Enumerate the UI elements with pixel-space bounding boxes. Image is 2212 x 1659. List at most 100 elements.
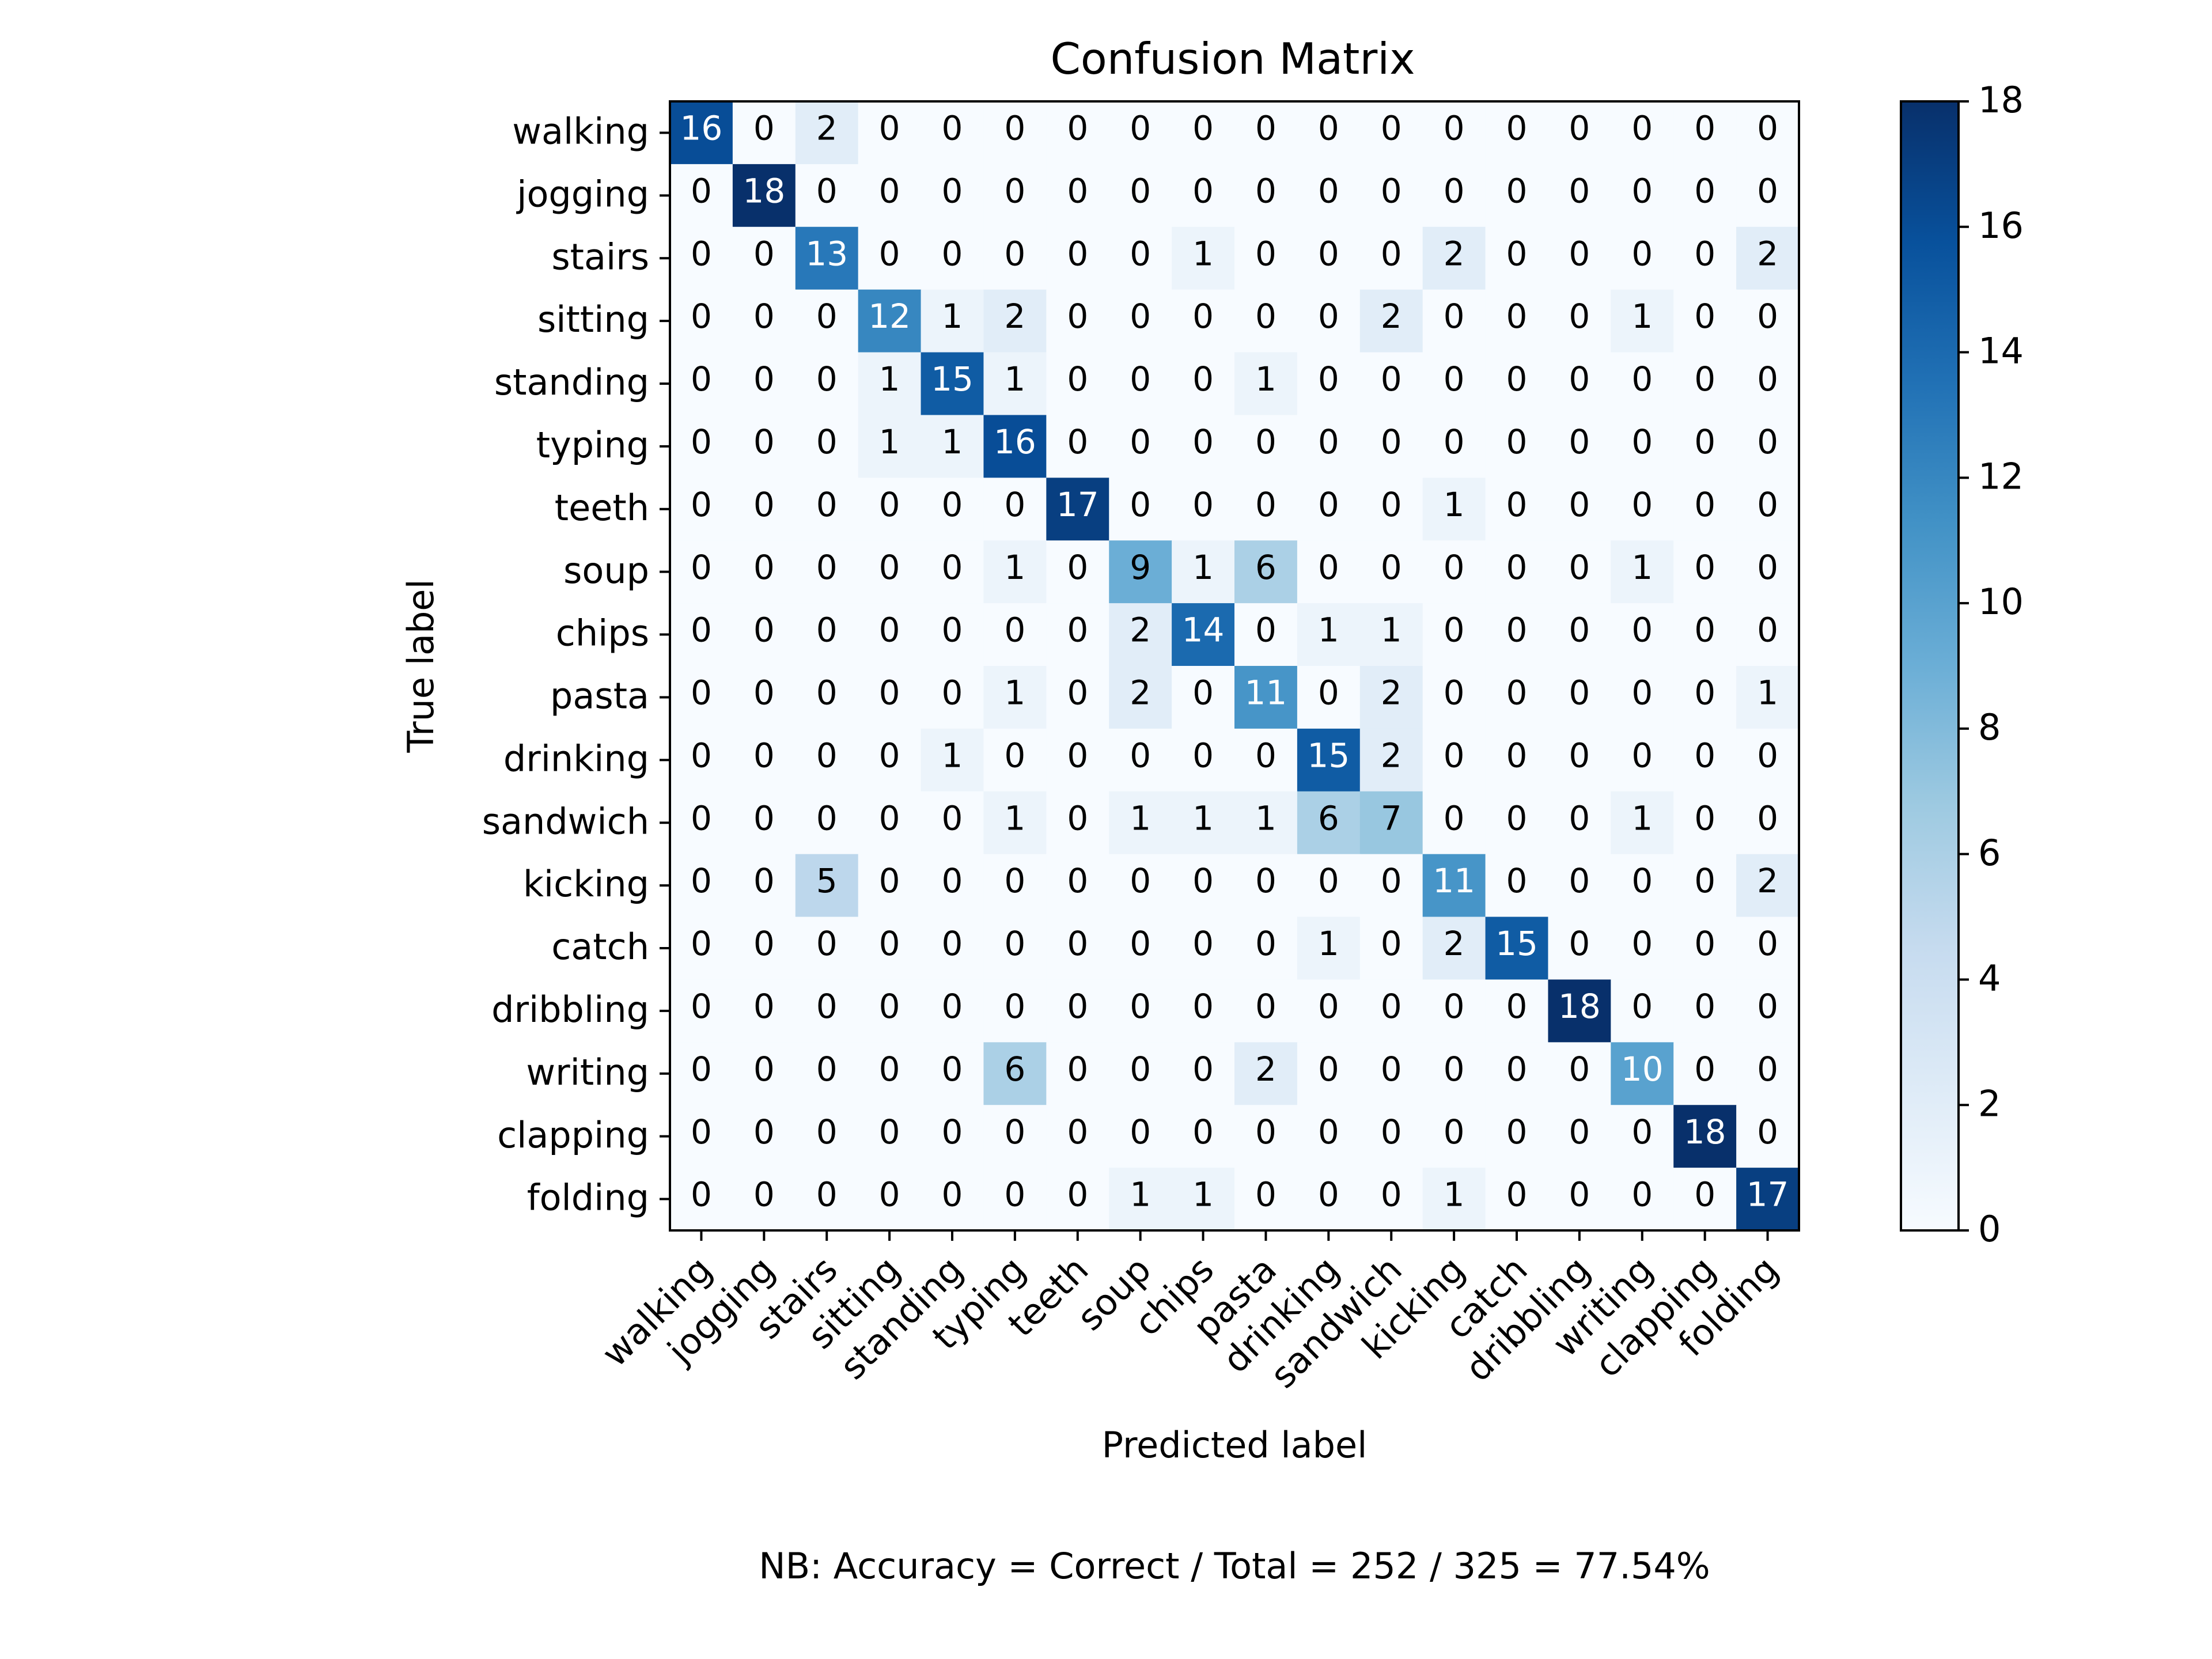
heatmap-cell (1673, 1168, 1737, 1231)
heatmap-cell-value: 0 (1757, 422, 1778, 461)
heatmap-cell (670, 854, 733, 918)
heatmap-cell-value: 16 (680, 109, 723, 148)
heatmap-cell-value: 0 (691, 171, 712, 210)
heatmap-cell-value: 0 (1004, 736, 1025, 775)
heatmap-cell-value: 0 (942, 924, 963, 963)
heatmap-cell-value: 1 (1444, 1175, 1465, 1214)
heatmap-cell (1673, 352, 1737, 416)
heatmap-cell (1422, 352, 1486, 416)
heatmap-cell-value: 0 (1004, 485, 1025, 524)
heatmap-cell (1422, 101, 1486, 165)
heatmap-cell-value: 0 (691, 359, 712, 399)
heatmap-cell (1548, 101, 1611, 165)
heatmap-cell-value: 0 (1694, 798, 1715, 838)
heatmap-cell-value: 0 (1067, 548, 1088, 587)
heatmap-cell (1611, 603, 1674, 666)
heatmap-cell-value: 0 (942, 485, 963, 524)
colorbar-tick-label: 2 (1978, 1082, 2001, 1124)
heatmap-cell (858, 101, 922, 165)
heatmap-cell-value: 0 (1067, 422, 1088, 461)
heatmap-cell-value: 0 (1192, 1050, 1214, 1089)
heatmap-cell-value: 0 (1631, 422, 1653, 461)
heatmap-cell-value: 1 (1004, 673, 1025, 713)
heatmap-cell-value: 0 (1506, 1050, 1528, 1089)
heatmap-cell-value: 0 (1506, 297, 1528, 336)
heatmap-cell (983, 666, 1047, 729)
heatmap-cell (732, 226, 796, 290)
heatmap-cell (1548, 164, 1611, 228)
heatmap-cell (1548, 415, 1611, 478)
heatmap-cell-value: 0 (1192, 485, 1214, 524)
heatmap-cell (670, 791, 733, 855)
heatmap-cell-value: 0 (1444, 548, 1465, 587)
heatmap-cell-value: 0 (1694, 422, 1715, 461)
heatmap-cell-value: 0 (1004, 1112, 1025, 1152)
heatmap-cell-value: 1 (1192, 1175, 1214, 1214)
heatmap-cell-value: 2 (1381, 736, 1402, 775)
heatmap-cell (1422, 728, 1486, 792)
heatmap-cell-value: 0 (1569, 171, 1590, 210)
heatmap-cell (1485, 226, 1549, 290)
heatmap-cell-value: 0 (1381, 861, 1402, 900)
heatmap-cell-value: 0 (753, 861, 775, 900)
heatmap-cell-value: 0 (1694, 171, 1715, 210)
heatmap-cell-value: 1 (879, 359, 900, 399)
heatmap-cell-value: 0 (753, 736, 775, 775)
heatmap-cell-value: 2 (1757, 861, 1778, 900)
heatmap-cell-value: 0 (1192, 1112, 1214, 1152)
heatmap-cell (1548, 226, 1611, 290)
heatmap-cell (732, 603, 796, 666)
heatmap-cell (1611, 1105, 1674, 1168)
heatmap-cell (670, 101, 733, 165)
heatmap-cell-value: 0 (1506, 109, 1528, 148)
heatmap-cell (732, 1105, 796, 1168)
heatmap-cell (1359, 540, 1423, 604)
heatmap-cell (1548, 352, 1611, 416)
heatmap-cell (983, 101, 1047, 165)
heatmap-cell-value: 0 (1381, 1112, 1402, 1152)
heatmap-cell-value: 0 (816, 924, 838, 963)
heatmap-cell (1234, 854, 1298, 918)
heatmap-cell-value: 0 (1631, 359, 1653, 399)
heatmap-cell-value: 0 (942, 861, 963, 900)
heatmap-cell (795, 1042, 859, 1105)
heatmap-cell-value: 1 (1444, 485, 1465, 524)
heatmap-cell (1109, 478, 1172, 541)
heatmap-cell-value: 0 (1130, 987, 1151, 1026)
heatmap-cell (1611, 164, 1674, 228)
heatmap-cell (1046, 1105, 1109, 1168)
heatmap-cell (1611, 979, 1674, 1043)
heatmap-cell (732, 164, 796, 228)
heatmap-cell (795, 226, 859, 290)
heatmap-cell-value: 1 (1757, 673, 1778, 713)
heatmap-cell-value: 0 (879, 673, 900, 713)
heatmap-cell (1673, 603, 1737, 666)
heatmap-cell-value: 0 (691, 234, 712, 273)
heatmap-cell-value: 0 (1130, 171, 1151, 210)
y-tick-label: standing (494, 361, 649, 403)
heatmap-cell-value: 0 (1444, 297, 1465, 336)
heatmap-cell-value: 0 (1757, 359, 1778, 399)
heatmap-cell (1673, 540, 1737, 604)
y-tick-label: typing (536, 424, 649, 466)
heatmap-cell (1172, 415, 1235, 478)
heatmap-cell-value: 1 (1130, 1175, 1151, 1214)
heatmap-cell (732, 101, 796, 165)
y-tick-label: folding (527, 1177, 649, 1219)
heatmap-cell (732, 478, 796, 541)
heatmap-cell-value: 0 (879, 109, 900, 148)
heatmap-cell-value: 0 (1631, 234, 1653, 273)
heatmap-cell-value: 0 (1444, 1050, 1465, 1089)
heatmap-cell-value: 1 (1631, 798, 1653, 838)
heatmap-cell-value: 0 (1757, 736, 1778, 775)
y-tick-label: pasta (550, 675, 649, 717)
heatmap-cell-value: 0 (1130, 736, 1151, 775)
heatmap-cell-value: 0 (1004, 611, 1025, 650)
heatmap-cell-value: 0 (1192, 924, 1214, 963)
heatmap-cell-value: 0 (691, 1050, 712, 1089)
heatmap-cell-value: 2 (1004, 297, 1025, 336)
heatmap-cell (1109, 603, 1172, 666)
heatmap-cell (921, 226, 984, 290)
heatmap-cell-value: 0 (1381, 485, 1402, 524)
heatmap-cell (1422, 289, 1486, 353)
